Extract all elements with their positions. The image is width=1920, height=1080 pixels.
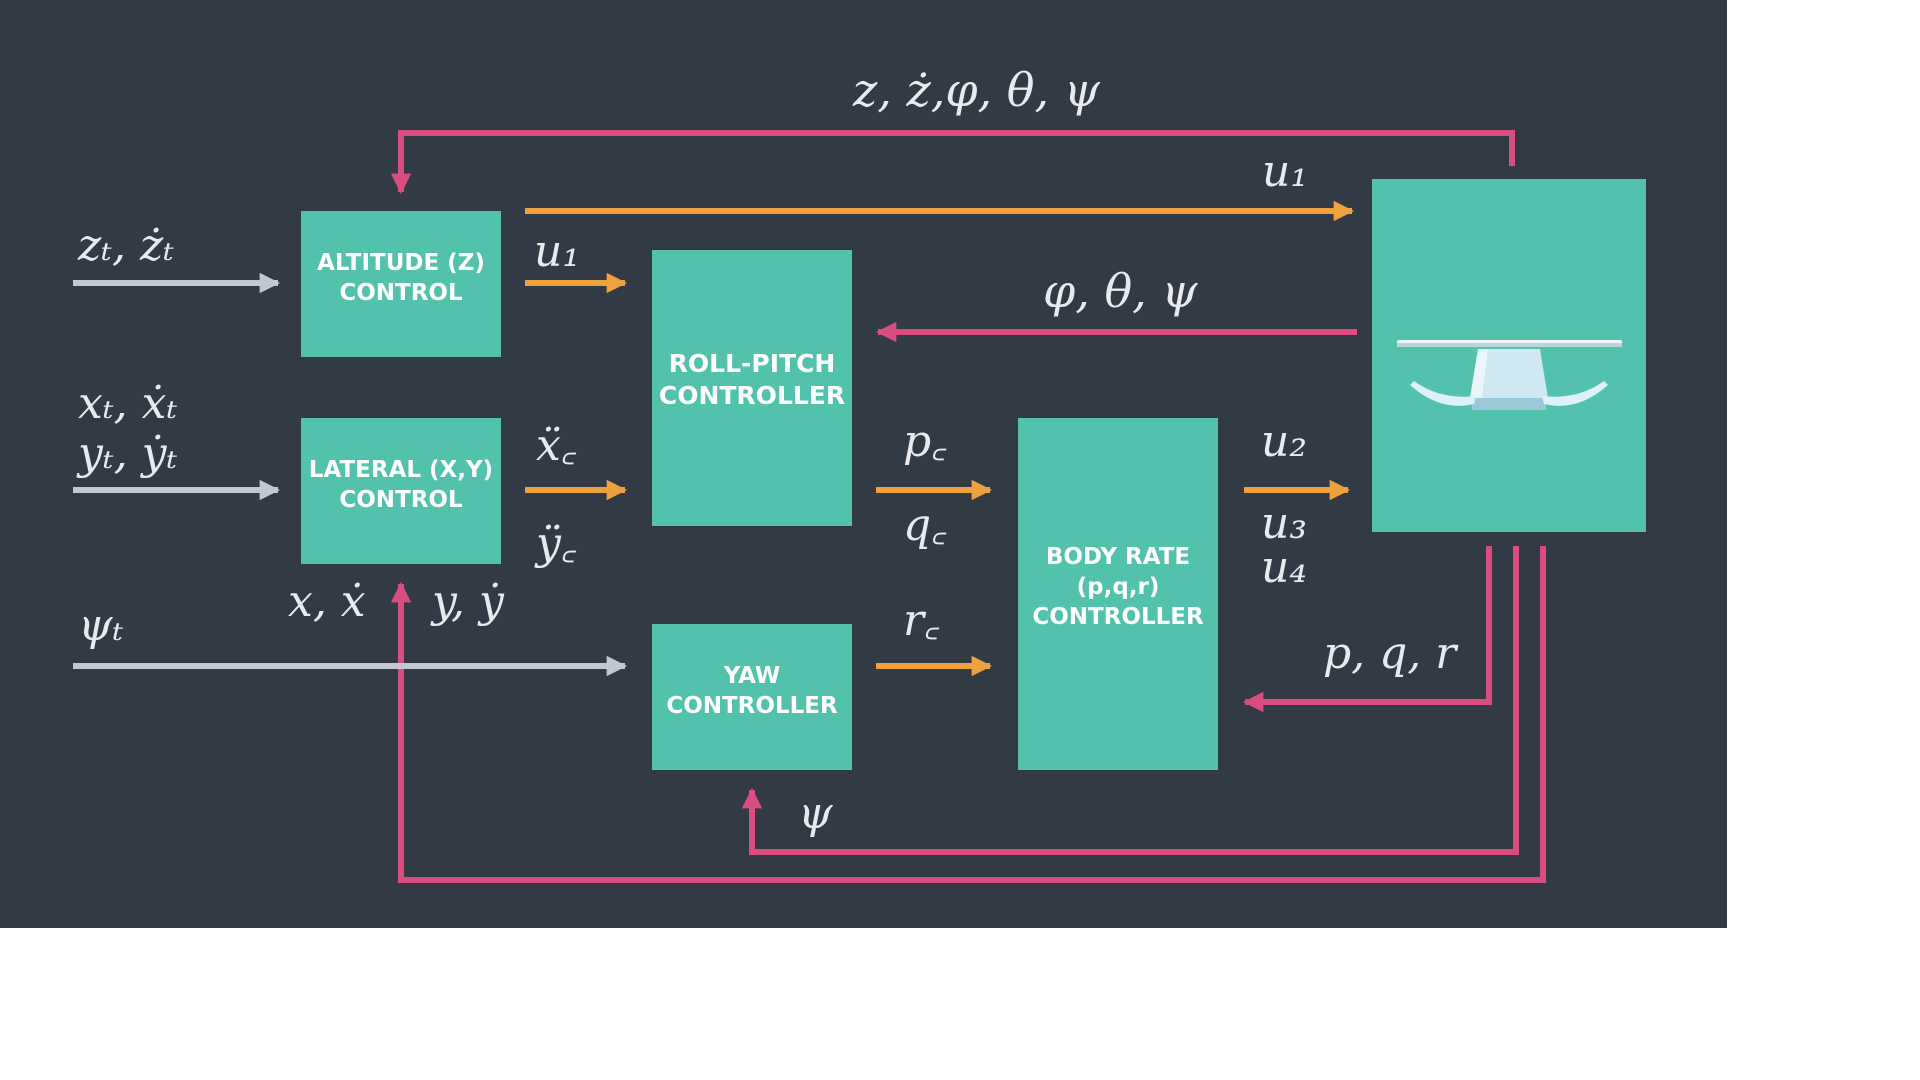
label-psi-feedback: ψ: [798, 788, 833, 839]
label-feedback-top: z, ż,φ, θ, ψ: [852, 63, 1101, 117]
altitude-block-line2: CONTROL: [339, 280, 463, 306]
altitude-control-block: ALTITUDE (Z) CONTROL: [301, 211, 501, 357]
label-ref-altitude: zₜ, żₜ: [77, 220, 174, 271]
label-u2: u₂: [1261, 416, 1307, 467]
feedback-arrow-position: [390, 546, 1546, 883]
feedback-arrow-psi: [741, 546, 1519, 855]
body-rate-block-line1: BODY RATE: [1046, 544, 1190, 570]
label-u3: u₃: [1261, 498, 1307, 549]
drone-block: [1372, 179, 1646, 532]
feedback-arrow-altitude: [390, 130, 1515, 195]
label-pqr: p, q, r: [1323, 628, 1459, 679]
label-yc-ddot: ÿ꜀: [534, 518, 577, 569]
label-x-xdot: x, ẋ: [288, 576, 366, 627]
roll-pitch-block-line1: ROLL-PITCH: [669, 349, 836, 378]
altitude-block-line1: ALTITUDE (Z): [317, 250, 485, 276]
label-u1-top: u₁: [1262, 146, 1308, 197]
body-rate-controller-block: BODY RATE (p,q,r) CONTROLLER: [1018, 418, 1218, 770]
label-u4: u₄: [1261, 542, 1307, 593]
label-rc: r꜀: [903, 595, 940, 646]
lateral-block-line2: CONTROL: [339, 487, 463, 513]
yaw-block-line1: YAW: [723, 663, 781, 689]
quadcopter-icon: [1397, 340, 1622, 410]
lateral-control-block: LATERAL (X,Y) CONTROL: [301, 418, 501, 564]
label-ref-psi: ψₜ: [78, 600, 124, 651]
yaw-block-line2: CONTROLLER: [666, 693, 838, 719]
label-y-ydot: y, ẏ: [430, 576, 505, 627]
label-qc: q꜀: [903, 500, 947, 551]
label-ref-yt: yₜ, ẏₜ: [76, 428, 178, 479]
label-pc: p꜀: [903, 416, 947, 467]
feedback-arrow-pqr: [1242, 546, 1492, 713]
roll-pitch-controller-block: ROLL-PITCH CONTROLLER: [652, 250, 852, 526]
body-rate-block-line3: CONTROLLER: [1032, 604, 1204, 630]
lateral-block-line1: LATERAL (X,Y): [309, 457, 493, 483]
label-attitude-feedback: φ, θ, ψ: [1043, 264, 1198, 318]
label-u1-mid: u₁: [534, 226, 580, 277]
yaw-controller-block: YAW CONTROLLER: [652, 624, 852, 770]
body-rate-block-line2: (p,q,r): [1077, 574, 1160, 600]
roll-pitch-block-line2: CONTROLLER: [659, 381, 845, 410]
label-ref-xt: xₜ, ẋₜ: [78, 378, 177, 429]
label-xc-ddot: ẍ꜀: [536, 420, 577, 471]
